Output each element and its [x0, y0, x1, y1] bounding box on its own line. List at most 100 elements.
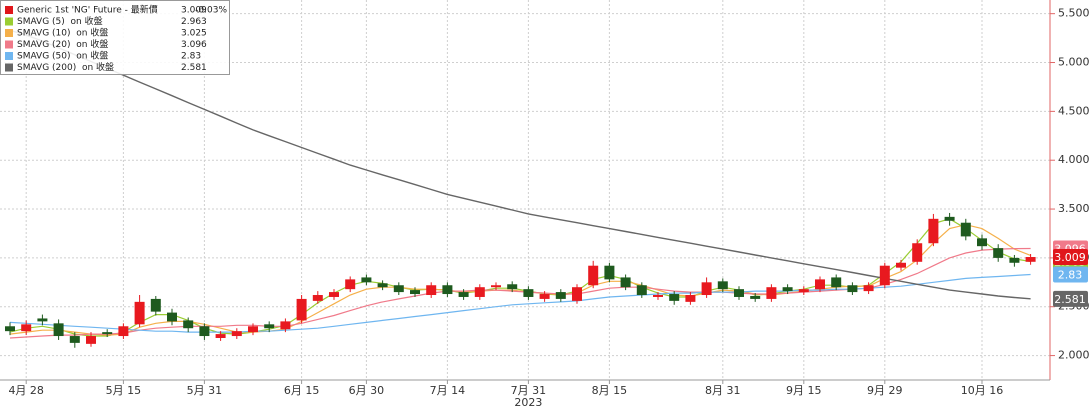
last-value-badge: [1053, 249, 1088, 266]
legend-swatch: [5, 40, 13, 49]
legend-change: -0.03%: [195, 6, 227, 16]
candle-body: [507, 284, 518, 290]
candle-body: [847, 285, 858, 293]
candle-body: [491, 285, 501, 288]
candle-body: [960, 222, 971, 237]
legend-value: 3.096: [181, 40, 207, 50]
candle-body: [863, 285, 874, 292]
legend-label: Generic 1st 'NG' Future - 最新價: [17, 4, 158, 16]
x-tick-label: 5月 31: [187, 384, 223, 397]
moving-average-line: [9, 224, 1031, 336]
legend-label: SMAVG (5) on 收盤: [17, 15, 103, 27]
legend-swatch: [5, 6, 13, 14]
candle-body: [896, 262, 906, 268]
candle-body: [815, 279, 825, 290]
candle-body: [167, 312, 177, 322]
legend-value: 2.83: [181, 52, 201, 62]
candle-body: [296, 298, 307, 321]
candle-body: [410, 290, 420, 295]
candle-body: [912, 243, 923, 262]
candle-body: [636, 285, 647, 296]
legend-swatch: [5, 17, 13, 26]
candle-body: [782, 287, 793, 292]
y-tick-label: 5.500: [1058, 7, 1090, 20]
candle-body: [604, 265, 615, 280]
y-tick-label: 4.500: [1058, 104, 1090, 117]
legend-label: SMAVG (50) on 收盤: [17, 50, 108, 62]
candle-body: [361, 277, 372, 283]
x-tick-label: 8月 15: [592, 384, 628, 397]
candle-body: [734, 289, 744, 297]
x-tick-label: 9月 15: [786, 384, 822, 397]
x-tick-label: 4月 28: [8, 384, 44, 397]
candle-body: [572, 287, 582, 301]
moving-average-line: [9, 247, 1031, 339]
last-value-badge: [1053, 266, 1088, 283]
legend-swatch: [5, 52, 13, 60]
candle-body: [264, 324, 275, 329]
candle-body: [426, 285, 437, 296]
candle-body: [474, 287, 485, 297]
candle-body: [653, 295, 663, 297]
y-tick-label: 5.000: [1058, 56, 1090, 69]
candle-body: [750, 295, 761, 299]
candle-body: [183, 320, 194, 329]
candle-body: [248, 326, 258, 333]
legend-swatch: [5, 63, 13, 72]
legend-box: [0, 0, 230, 75]
last-value-label: 2.83: [1058, 268, 1083, 281]
last-value-label: 2.581: [1054, 293, 1086, 306]
candle-body: [701, 282, 712, 296]
y-tick-label: 3.500: [1058, 202, 1090, 215]
candle-body: [37, 318, 48, 322]
moving-average-line: [9, 29, 1031, 300]
candle-body: [393, 285, 404, 293]
plot-area: [5, 29, 1036, 348]
candle-body: [345, 279, 356, 290]
candle-body: [69, 336, 80, 343]
candle-body: [215, 334, 226, 338]
y-tick-label: 4.000: [1058, 153, 1090, 166]
candle-body: [717, 281, 728, 290]
candle-body: [442, 285, 453, 295]
candle-body: [669, 294, 680, 301]
x-axis-label: 2023: [514, 396, 542, 408]
candle-body: [134, 301, 145, 325]
candle-body: [458, 292, 469, 297]
candle-body: [523, 289, 534, 297]
candle-body: [879, 265, 890, 286]
candle-body: [977, 238, 987, 247]
legend-value: 3.025: [181, 29, 207, 39]
candle-body: [118, 326, 129, 337]
candle-body: [5, 326, 15, 332]
candle-body: [280, 321, 291, 330]
candle-body: [944, 216, 955, 221]
candle-body: [199, 326, 210, 337]
candle-body: [555, 292, 566, 299]
candle-body: [86, 336, 96, 344]
candle-body: [150, 298, 161, 312]
candle-body: [685, 295, 696, 302]
candle-body: [798, 289, 809, 293]
x-tick-label: 8月 31: [705, 384, 741, 397]
x-tick-label: 6月 30: [349, 384, 385, 397]
legend-value: 2.963: [181, 17, 207, 27]
candle-body: [53, 323, 64, 337]
legend: Generic 1st 'NG' Future - 最新價 3.009 SMAVG …: [0, 0, 230, 75]
candle-body: [928, 218, 939, 244]
candle-body: [831, 277, 842, 288]
legend-label: SMAVG (10) on 收盤: [17, 27, 108, 39]
candle-body: [620, 277, 631, 288]
x-tick-label: 6月 15: [284, 384, 320, 397]
x-tick-label: 9月 29: [867, 384, 903, 397]
candle-body: [329, 292, 339, 297]
candle-body: [231, 331, 242, 337]
candle-body: [102, 332, 113, 335]
candle-body: [1009, 257, 1020, 263]
x-tick-label: 10月 16: [961, 384, 1004, 397]
legend-label: SMAVG (200) on 收盤: [17, 61, 114, 73]
x-tick-label: 5月 15: [106, 384, 142, 397]
candle-body: [1025, 257, 1036, 262]
last-value-label: 3.009: [1054, 251, 1086, 264]
moving-average-line: [9, 273, 1031, 333]
